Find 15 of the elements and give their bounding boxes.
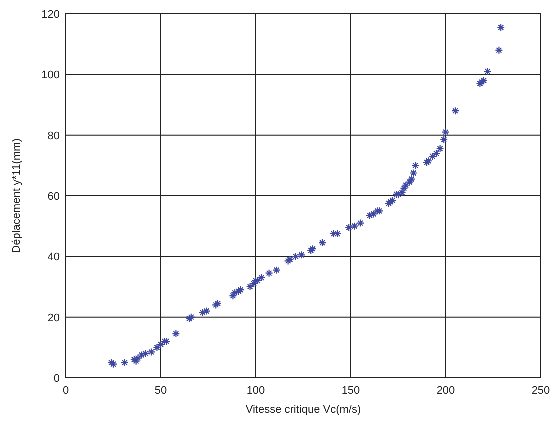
y-axis-title: Déplacement y*11(mm) (11, 138, 23, 254)
y-tick-label: 40 (48, 252, 60, 264)
x-axis-title: Vitesse critique Vc(m/s) (246, 404, 362, 416)
y-tick-label: 80 (48, 130, 60, 142)
x-tick-label: 200 (436, 385, 456, 397)
y-tick-label: 20 (48, 312, 60, 324)
y-tick-label: 100 (42, 70, 60, 82)
x-tick-label: 250 (532, 385, 550, 397)
x-tick-label: 50 (154, 385, 168, 397)
y-tick-label: 0 (54, 373, 60, 385)
x-tick-label: 100 (246, 385, 266, 397)
x-tick-label: 0 (62, 385, 70, 397)
x-tick-label: 150 (342, 385, 360, 397)
y-tick-label: 120 (42, 9, 60, 21)
y-tick-label: 60 (48, 191, 60, 203)
